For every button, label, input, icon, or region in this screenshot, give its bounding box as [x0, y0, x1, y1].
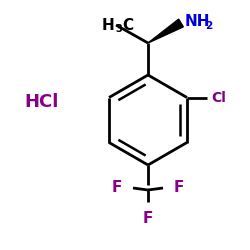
Text: F: F: [143, 211, 153, 226]
Text: 3: 3: [115, 24, 122, 34]
Text: NH: NH: [185, 14, 210, 30]
Text: 2: 2: [205, 21, 212, 31]
Text: C: C: [122, 18, 133, 32]
Polygon shape: [148, 19, 183, 43]
Text: H: H: [101, 18, 114, 32]
Text: F: F: [174, 180, 184, 196]
Text: F: F: [112, 180, 122, 196]
Text: HCl: HCl: [25, 93, 59, 111]
Text: Cl: Cl: [211, 90, 226, 104]
